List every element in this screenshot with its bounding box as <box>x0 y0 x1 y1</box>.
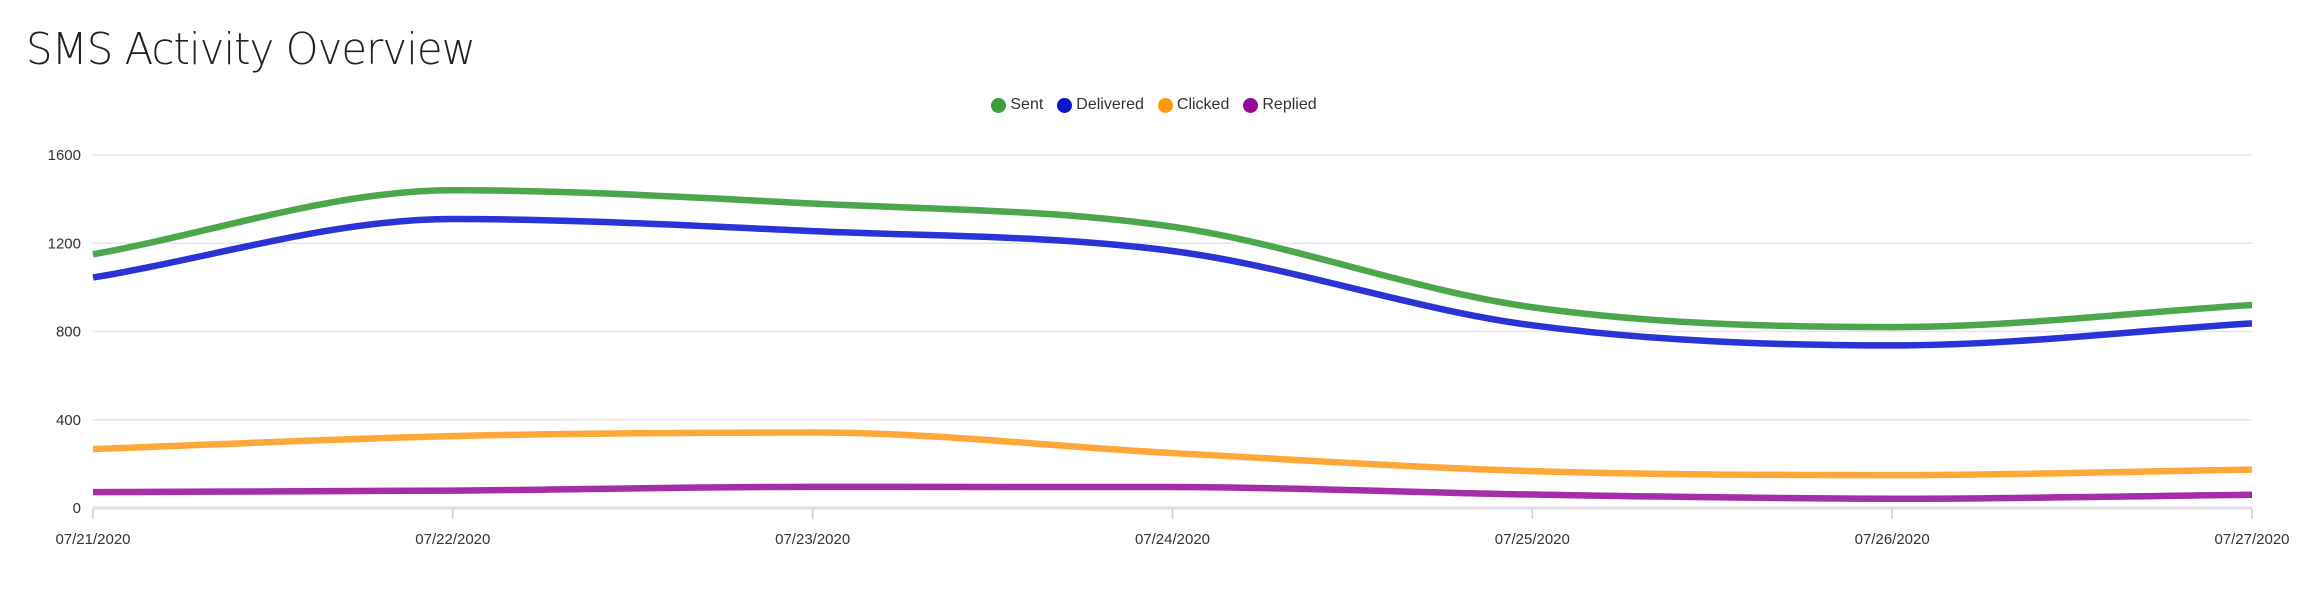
x-tick-label: 07/26/2020 <box>1855 531 1930 548</box>
y-tick-label: 1200 <box>48 235 81 252</box>
legend-item-clicked[interactable]: Clicked <box>1157 96 1230 114</box>
legend-dot-icon <box>1243 97 1259 113</box>
chart-title: SMS Activity Overview <box>26 24 476 75</box>
legend-label: Sent <box>1010 96 1044 113</box>
legend-label: Delivered <box>1076 96 1144 113</box>
legend-item-replied[interactable]: Replied <box>1243 96 1317 114</box>
series-line-replied <box>92 483 2253 502</box>
series-line-clicked <box>92 429 2253 479</box>
legend-item-delivered[interactable]: Delivered <box>1057 96 1144 114</box>
y-tick-label: 0 <box>73 500 81 517</box>
y-tick-label: 800 <box>56 324 81 341</box>
legend-item-sent[interactable]: Sent <box>991 96 1043 114</box>
legend-label: Clicked <box>1176 96 1230 113</box>
x-tick-label: 07/24/2020 <box>1135 531 1210 548</box>
x-tick-label: 07/27/2020 <box>2214 531 2289 548</box>
legend-label: Replied <box>1262 96 1317 113</box>
legend: Sent Delivered Clicked Replied <box>0 96 2308 114</box>
x-tick-label: 07/21/2020 <box>55 531 130 548</box>
y-tick-label: 400 <box>56 412 81 429</box>
legend-dot-icon <box>1057 97 1073 113</box>
y-tick-label: 1600 <box>48 147 81 164</box>
legend-dot-icon <box>991 97 1007 113</box>
x-tick-label: 07/22/2020 <box>415 531 490 548</box>
series-line-delivered <box>92 215 2253 349</box>
series-line-sent <box>92 187 2253 331</box>
x-tick-label: 07/25/2020 <box>1495 531 1570 548</box>
legend-dot-icon <box>1157 97 1173 113</box>
x-tick-label: 07/23/2020 <box>775 531 850 548</box>
